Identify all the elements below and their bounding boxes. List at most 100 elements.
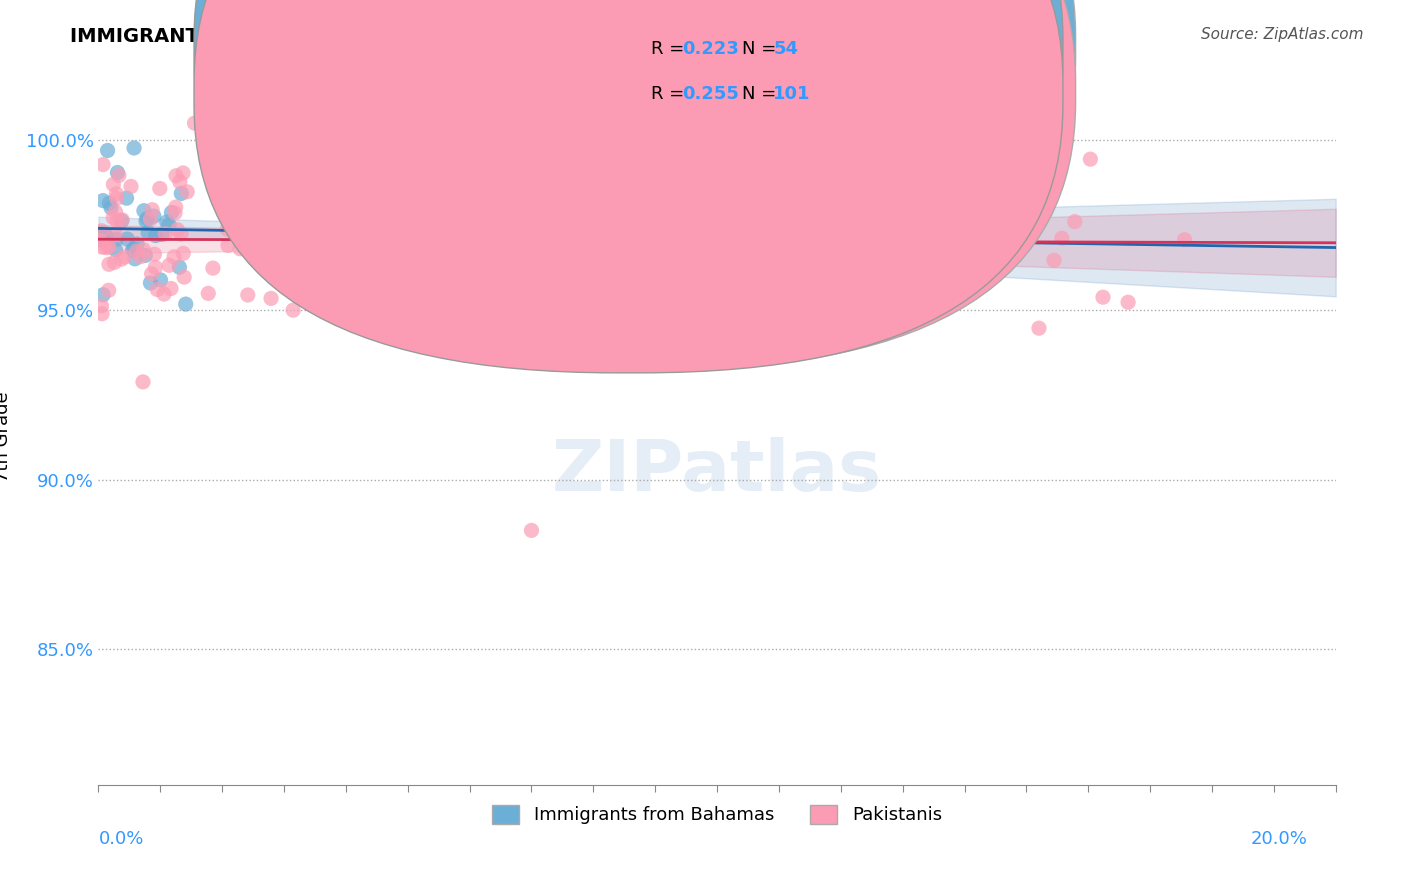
Pakistanis	[537, 208, 560, 222]
Pakistanis	[246, 189, 269, 203]
Pakistanis	[441, 252, 464, 267]
Pakistanis	[108, 169, 131, 183]
Immigrants from Bahamas	[456, 201, 478, 215]
Immigrants from Bahamas	[375, 221, 398, 235]
Text: Source: ZipAtlas.com: Source: ZipAtlas.com	[1201, 27, 1364, 42]
Pakistanis	[256, 191, 278, 205]
Immigrants from Bahamas	[780, 220, 803, 235]
Pakistanis	[173, 270, 195, 285]
Immigrants from Bahamas	[104, 243, 127, 257]
Pakistanis	[325, 252, 347, 266]
Text: R = 0.223   N = 54: R = 0.223 N = 54	[661, 38, 831, 56]
Pakistanis	[236, 288, 259, 302]
Pakistanis	[129, 250, 152, 264]
Text: 20.0%: 20.0%	[1251, 830, 1308, 847]
Pakistanis	[217, 238, 239, 252]
Text: N =: N =	[742, 85, 782, 103]
Immigrants from Bahamas	[474, 241, 496, 255]
Pakistanis	[183, 116, 205, 130]
Immigrants from Bahamas	[94, 228, 117, 243]
Pakistanis	[120, 179, 142, 194]
Pakistanis	[143, 260, 166, 275]
Pakistanis	[141, 202, 163, 217]
Pakistanis	[96, 241, 118, 255]
Pakistanis	[166, 222, 188, 236]
Pakistanis	[90, 299, 112, 313]
Immigrants from Bahamas	[93, 227, 115, 241]
Immigrants from Bahamas	[90, 229, 112, 244]
Pakistanis	[105, 191, 128, 205]
Pakistanis	[132, 243, 155, 257]
Pakistanis	[328, 202, 350, 217]
Pakistanis	[105, 186, 128, 201]
Pakistanis	[103, 255, 125, 269]
Immigrants from Bahamas	[330, 291, 353, 305]
Immigrants from Bahamas	[91, 194, 114, 208]
Pakistanis	[91, 240, 114, 254]
Pakistanis	[706, 250, 728, 264]
Pakistanis	[281, 303, 304, 318]
Pakistanis	[170, 227, 193, 241]
Immigrants from Bahamas	[124, 252, 146, 266]
Pakistanis	[163, 206, 186, 220]
Pakistanis	[804, 220, 827, 235]
Pakistanis	[176, 185, 198, 199]
Text: 0.0%: 0.0%	[98, 830, 143, 847]
Pakistanis	[157, 258, 180, 272]
Text: ZIPatlas: ZIPatlas	[553, 437, 882, 507]
Immigrants from Bahamas	[91, 287, 114, 301]
Immigrants from Bahamas	[779, 293, 801, 307]
Pakistanis	[104, 205, 127, 219]
Immigrants from Bahamas	[239, 237, 262, 252]
Immigrants from Bahamas	[169, 260, 191, 275]
Immigrants from Bahamas	[90, 233, 112, 247]
Immigrants from Bahamas	[122, 141, 145, 155]
Pakistanis	[214, 200, 236, 214]
Pakistanis	[90, 234, 112, 248]
Pakistanis	[125, 244, 148, 259]
Pakistanis	[201, 261, 224, 276]
Pakistanis	[603, 262, 626, 277]
Immigrants from Bahamas	[90, 227, 112, 241]
Immigrants from Bahamas	[100, 201, 122, 215]
Pakistanis	[1063, 214, 1085, 228]
Pakistanis	[146, 283, 169, 297]
Pakistanis	[229, 242, 252, 256]
Immigrants from Bahamas	[135, 214, 157, 228]
Pakistanis	[141, 267, 163, 281]
Text: 0.223: 0.223	[682, 40, 738, 58]
Text: 101: 101	[773, 85, 811, 103]
Immigrants from Bahamas	[156, 215, 179, 229]
Pakistanis	[924, 257, 946, 271]
Pakistanis	[172, 246, 194, 260]
Pakistanis	[471, 227, 494, 242]
Immigrants from Bahamas	[117, 232, 139, 246]
Pakistanis	[1174, 233, 1197, 247]
Pakistanis	[163, 250, 186, 264]
Immigrants from Bahamas	[115, 191, 138, 205]
Pakistanis	[731, 323, 754, 337]
Pakistanis	[143, 247, 166, 261]
Text: R = 0.255   N = 101: R = 0.255 N = 101	[661, 83, 842, 101]
Pakistanis	[568, 212, 591, 227]
Text: R =: R =	[651, 85, 690, 103]
Immigrants from Bahamas	[122, 242, 145, 256]
Immigrants from Bahamas	[516, 196, 538, 211]
Pakistanis	[103, 178, 125, 192]
Immigrants from Bahamas	[132, 203, 155, 218]
Immigrants from Bahamas	[145, 228, 167, 243]
Immigrants from Bahamas	[136, 211, 159, 226]
Pakistanis	[1078, 152, 1101, 166]
Pakistanis	[288, 222, 311, 236]
Pakistanis	[1043, 253, 1066, 268]
Immigrants from Bahamas	[107, 165, 129, 179]
Pakistanis	[915, 175, 938, 189]
Immigrants from Bahamas	[157, 218, 180, 232]
Immigrants from Bahamas	[121, 243, 143, 257]
Pakistanis	[763, 116, 786, 130]
Pakistanis	[491, 285, 513, 299]
Pakistanis	[165, 169, 187, 183]
Pakistanis	[1028, 321, 1050, 335]
Immigrants from Bahamas	[150, 227, 173, 242]
Pakistanis	[98, 239, 121, 253]
